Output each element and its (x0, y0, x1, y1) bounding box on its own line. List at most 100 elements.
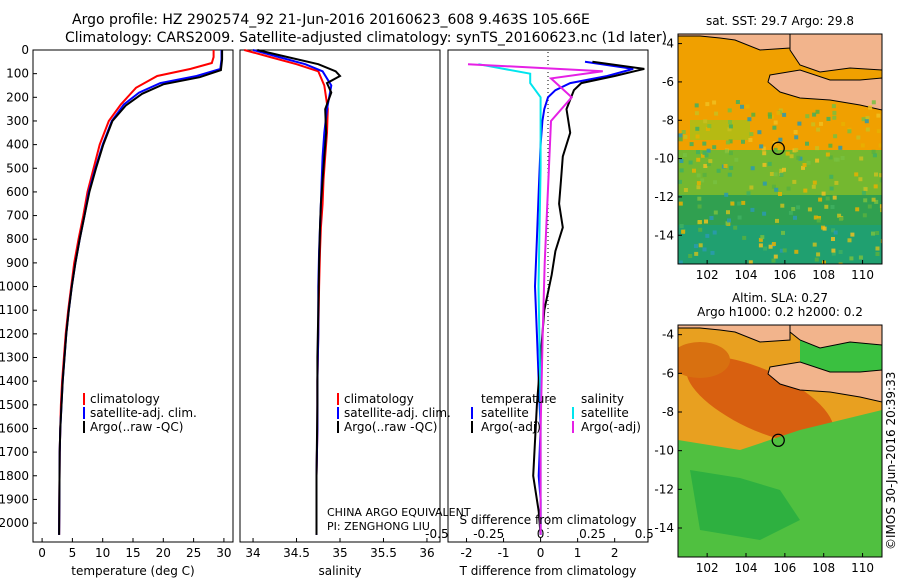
map-lon-tick-label: 108 (812, 561, 835, 575)
sst-pixel (868, 105, 873, 110)
map-lat-tick-label: -12 (654, 482, 674, 496)
sst-pixel (728, 151, 733, 156)
sst-pixel (807, 207, 812, 212)
sst-pixel (806, 160, 811, 165)
sst-pixel (880, 208, 882, 213)
borneo-coast (789, 325, 882, 349)
depth-tick-label: 1700 (0, 445, 29, 459)
sst-pixel (814, 257, 819, 262)
sst-pixel (797, 121, 802, 126)
difference-series (467, 60, 645, 535)
sst-pixel (695, 126, 700, 131)
t-difference-label: T difference from climatology (459, 564, 637, 578)
sst-pixel (742, 235, 747, 240)
depth-tick-label: 0 (21, 43, 29, 57)
sst-pixel (682, 153, 687, 158)
sst-pixel (861, 190, 866, 195)
depth-tick-label: 1400 (0, 374, 29, 388)
sst-pixel (875, 252, 880, 256)
sst-pixel (697, 196, 702, 201)
sst-pixel (828, 143, 833, 148)
sst-pixel (678, 260, 683, 264)
depth-tick-label: 1800 (0, 469, 29, 483)
temperature-tick-label: 20 (156, 546, 171, 560)
sst-pixel (879, 178, 882, 183)
temperature-x-axis: 0 5 10 15 20 25 30 (38, 538, 232, 560)
sst-pixel (769, 172, 774, 176)
sst-pixel (775, 218, 779, 223)
salinity-tick-label: 35.5 (370, 546, 397, 560)
sst-pixel (737, 215, 742, 220)
sst-pixel (802, 163, 807, 167)
legend-title-salinity: salinity (581, 392, 624, 406)
sst-pixel (858, 177, 863, 182)
sst-pixel (779, 248, 784, 253)
depth-tick-label: 200 (6, 90, 29, 104)
sst-pixel (747, 117, 752, 122)
sst-pixel (703, 119, 708, 124)
sst-pixel (705, 102, 710, 107)
sst-pixel (708, 159, 713, 164)
sst-pixel (781, 230, 785, 235)
sst-pixel (865, 115, 870, 120)
sst-pixel (773, 172, 778, 177)
imos-credit: ©IMOS 30-Jun-2016 20:39:33 (884, 372, 898, 550)
depth-tick-label: 1000 (0, 280, 29, 294)
s-difference-label: S difference from climatology (460, 513, 637, 527)
sst-pixel (771, 258, 776, 263)
sst-pixel (830, 205, 835, 209)
sst-pixel (678, 179, 682, 184)
sst-pixel (705, 127, 710, 131)
temperature-line-climatology (58, 50, 215, 535)
sst-pixel (831, 248, 836, 253)
map-lon-tick-label: 104 (735, 561, 758, 575)
t-diff-tick-label: 2 (611, 546, 619, 560)
sst-pixel (856, 135, 861, 140)
sla-map-panel: Altim. SLA: 0.27 Argo h1000: 0.2 h2000: … (654, 291, 883, 575)
sst-pixel (698, 227, 703, 232)
float-position-marker (771, 141, 785, 155)
sst-pixel (871, 197, 876, 202)
sst-pixel (805, 114, 810, 119)
sst-pixel (767, 161, 772, 166)
sst-pixel (727, 108, 732, 113)
sst-pixel (819, 121, 823, 126)
salinity-line-climatology (244, 49, 329, 535)
sst-pixel (782, 167, 786, 172)
map-lat-tick-label: -14 (654, 228, 674, 242)
sst-pixel (838, 145, 843, 150)
map-lon-tick-label: 108 (812, 268, 835, 282)
temperature-tick-label: 0 (38, 546, 46, 560)
sst-pixel (702, 150, 707, 155)
s-diff-tick-label: 0.25 (579, 527, 606, 541)
sst-pixel (792, 179, 797, 184)
sst-pixel (695, 134, 700, 139)
depth-tick-label: 1500 (0, 398, 29, 412)
legend-label-climatology: climatology (90, 392, 160, 406)
sst-pixel (716, 168, 721, 173)
sst-pixel (782, 248, 787, 253)
map-lat-tick-label: -10 (654, 152, 674, 166)
sst-pixel (768, 114, 772, 119)
sst-pixel (879, 173, 882, 178)
legend-label-s-argo: Argo(-adj) (581, 420, 641, 434)
s-diff-tick-label: 0.5 (635, 527, 654, 541)
temperature-legend: climatology satellite-adj. clim. Argo(..… (83, 392, 197, 434)
pi-annotation-line2: PI: ZENGHONG LIU (327, 520, 430, 533)
sst-pixel (725, 221, 730, 226)
depth-tick-label: 600 (6, 185, 29, 199)
sst-pixel (698, 220, 702, 224)
sst-pixel (707, 124, 712, 129)
temperature-tick-label: 25 (186, 546, 201, 560)
sst-pixel (831, 228, 836, 233)
sst-pixel (838, 250, 843, 254)
temperature-xlabel: temperature (deg C) (71, 564, 194, 578)
sst-pixel (880, 239, 882, 244)
sst-pixel (694, 103, 699, 108)
sst-pixel (822, 226, 827, 231)
s-diff-tick-label: -0.25 (473, 527, 504, 541)
sst-pixel (815, 109, 820, 114)
difference-line-salinity-satellite (478, 63, 542, 535)
sst-pixel (762, 162, 767, 167)
